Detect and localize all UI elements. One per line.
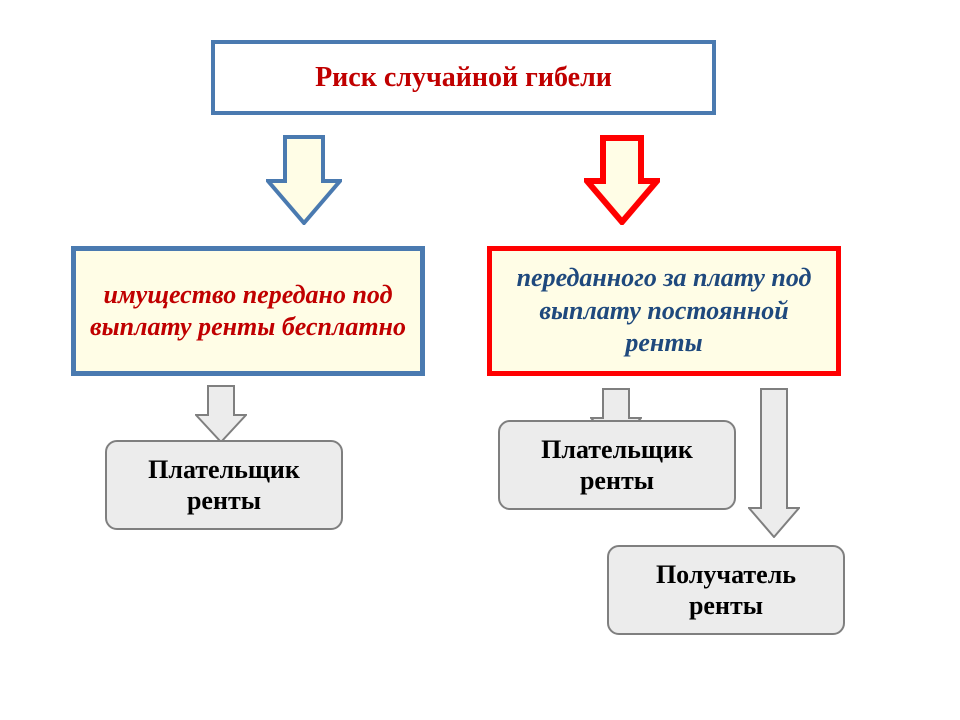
right-branch-label: переданного за плату под выплату постоян… bbox=[504, 262, 824, 360]
arrow-down-grey-left bbox=[195, 385, 247, 443]
left-result-box: Плательщик ренты bbox=[105, 440, 343, 530]
right-result2-box: Получатель ренты bbox=[607, 545, 845, 635]
title-box: Риск случайной гибели bbox=[211, 40, 716, 115]
left-branch-label: имущество передано под выплату ренты бес… bbox=[88, 279, 408, 344]
arrow-down-grey-right bbox=[748, 388, 800, 538]
arrow-down-red bbox=[584, 135, 660, 225]
right-result2-label: Получатель ренты bbox=[621, 559, 831, 621]
left-result-label: Плательщик ренты bbox=[119, 454, 329, 516]
right-result1-box: Плательщик ренты bbox=[498, 420, 736, 510]
left-branch-box: имущество передано под выплату ренты бес… bbox=[71, 246, 425, 376]
right-branch-box: переданного за плату под выплату постоян… bbox=[487, 246, 841, 376]
title-text: Риск случайной гибели bbox=[315, 62, 612, 94]
arrow-down-blue bbox=[266, 135, 342, 225]
right-result1-label: Плательщик ренты bbox=[512, 434, 722, 496]
